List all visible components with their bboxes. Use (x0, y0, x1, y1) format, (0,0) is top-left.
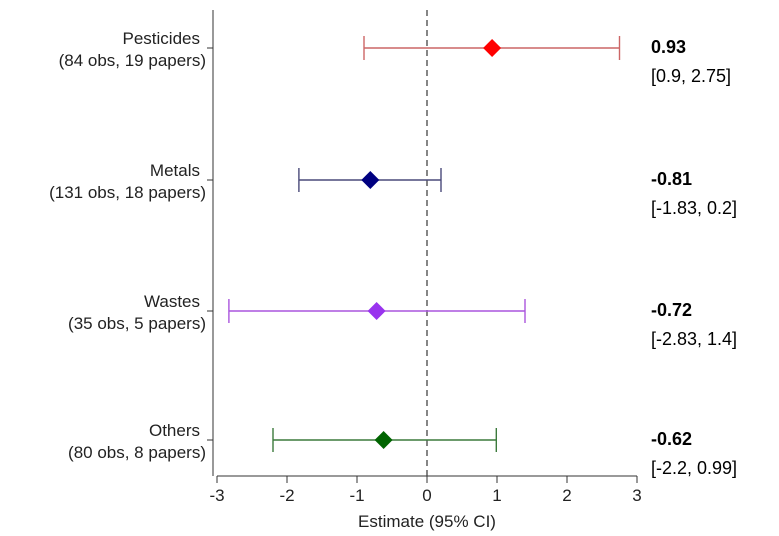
estimate-marker-wastes (367, 302, 386, 320)
x-tick-label-5: 2 (562, 486, 571, 505)
marks-group (228, 36, 621, 452)
axes-group: -3 -2 -1 0 1 2 3 (207, 10, 642, 505)
estimate-value-others: -0.62 (651, 429, 692, 449)
x-tick-label-6: 3 (632, 486, 641, 505)
estimate-marker-pesticides (483, 39, 502, 57)
ci-range-others: [-2.2, 0.99] (651, 458, 737, 478)
category-name-metals: Metals (150, 161, 200, 180)
category-name-wastes: Wastes (144, 292, 200, 311)
x-axis-title: Estimate (95% CI) (358, 512, 496, 531)
x-tick-label-0: -3 (209, 486, 224, 505)
category-sub-others: (80 obs, 8 papers) (68, 443, 206, 462)
category-sub-wastes: (35 obs, 5 papers) (68, 314, 206, 333)
x-tick-label-3: 0 (422, 486, 431, 505)
estimate-value-pesticides: 0.93 (651, 37, 686, 57)
ci-range-wastes: [-2.83, 1.4] (651, 329, 737, 349)
category-sub-pesticides: (84 obs, 19 papers) (59, 51, 206, 70)
category-name-pesticides: Pesticides (123, 29, 200, 48)
ci-range-metals: [-1.83, 0.2] (651, 198, 737, 218)
x-tick-label-2: -1 (349, 486, 364, 505)
labels-group: Pesticides (84 obs, 19 papers) 0.93 [0.9, 2… (49, 29, 737, 478)
estimate-value-metals: -0.81 (651, 169, 692, 189)
estimate-value-wastes: -0.72 (651, 300, 692, 320)
estimate-marker-metals (361, 171, 380, 189)
x-tick-label-4: 1 (492, 486, 501, 505)
category-sub-metals: (131 obs, 18 papers) (49, 183, 206, 202)
x-tick-label-1: -2 (279, 486, 294, 505)
ci-range-pesticides: [0.9, 2.75] (651, 66, 731, 86)
category-name-others: Others (149, 421, 200, 440)
estimate-marker-others (374, 431, 393, 449)
